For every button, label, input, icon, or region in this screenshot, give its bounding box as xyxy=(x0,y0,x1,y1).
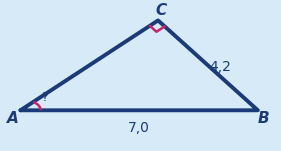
Text: B: B xyxy=(257,111,269,127)
Text: C: C xyxy=(155,3,166,18)
Text: 4,2: 4,2 xyxy=(209,60,231,74)
Text: A: A xyxy=(6,111,18,127)
Text: 7,0: 7,0 xyxy=(128,121,150,135)
Text: ?: ? xyxy=(41,92,48,104)
